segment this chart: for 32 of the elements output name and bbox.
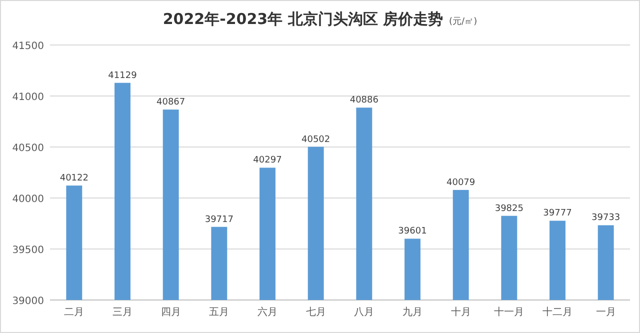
y-tick-label: 39500 (12, 245, 44, 256)
data-label: 40297 (253, 156, 282, 166)
chart-title: 2022年-2023年 北京门头沟区 房价走势 (162, 10, 444, 28)
data-label: 39733 (592, 213, 620, 224)
x-tick-label: 十二月 (542, 306, 572, 318)
x-tick-label: 六月 (258, 306, 278, 318)
data-label: 40867 (156, 98, 186, 108)
x-tick-label: 七月 (306, 306, 326, 318)
y-tick-label: 41500 (12, 41, 44, 52)
data-label: 39601 (398, 226, 427, 237)
x-tick-label: 八月 (354, 307, 374, 318)
data-label: 39777 (543, 208, 572, 219)
y-tick-label: 41000 (12, 92, 44, 103)
x-tick-label: 十一月 (494, 306, 524, 318)
x-tick-label: 二月 (64, 307, 84, 318)
x-tick-label: 九月 (402, 306, 422, 318)
data-label: 40079 (446, 178, 476, 188)
x-tick-label: 五月 (209, 307, 230, 318)
data-label: 39825 (494, 204, 524, 214)
x-tick-label: 一月 (596, 307, 616, 318)
data-label: 40886 (350, 96, 379, 106)
x-tick-label: 四月 (160, 307, 181, 318)
x-tick-label: 十月 (450, 306, 471, 318)
y-tick-label: 40500 (12, 143, 44, 154)
x-tick-label: 三月 (112, 307, 132, 318)
data-label: 39717 (204, 214, 234, 225)
y-tick-label: 40000 (12, 194, 44, 205)
chart-subtitle: (元/㎡) (449, 16, 478, 27)
data-label: 40122 (60, 174, 88, 184)
data-label: 41129 (108, 70, 138, 81)
data-label: 40502 (302, 134, 330, 145)
y-tick-label: 39000 (12, 296, 44, 307)
